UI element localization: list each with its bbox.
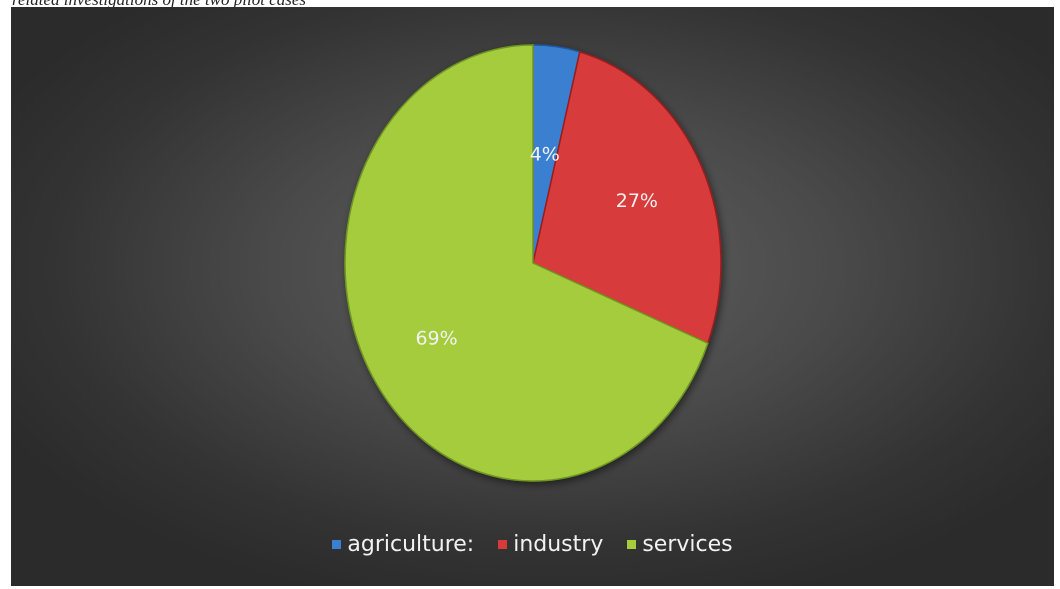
legend-swatch-agriculture (332, 539, 342, 549)
pie-label-services: 69% (415, 327, 457, 349)
chart-legend: agriculture: industry services (11, 527, 1054, 561)
legend-label-services: services (642, 531, 733, 557)
pie-chart: 4% 27% 69% (344, 44, 722, 482)
legend-label-industry: industry (513, 531, 604, 557)
pie-label-agriculture: 4% (530, 143, 560, 165)
pie-chart-panel: 4% 27% 69% agriculture: industry services (11, 7, 1054, 586)
pie-slice-services (344, 44, 709, 482)
legend-item-industry: industry (498, 532, 603, 557)
pie-slice-industry (532, 50, 722, 345)
legend-item-services: services (627, 531, 733, 557)
legend-swatch-industry (498, 539, 508, 549)
figure-caption: related investigations of the two pilot … (12, 0, 306, 9)
legend-label-agriculture: agriculture: (347, 531, 475, 557)
legend-item-agriculture: agriculture: (332, 532, 474, 557)
legend-swatch-services (627, 539, 637, 549)
pie-label-industry: 27% (616, 190, 658, 212)
